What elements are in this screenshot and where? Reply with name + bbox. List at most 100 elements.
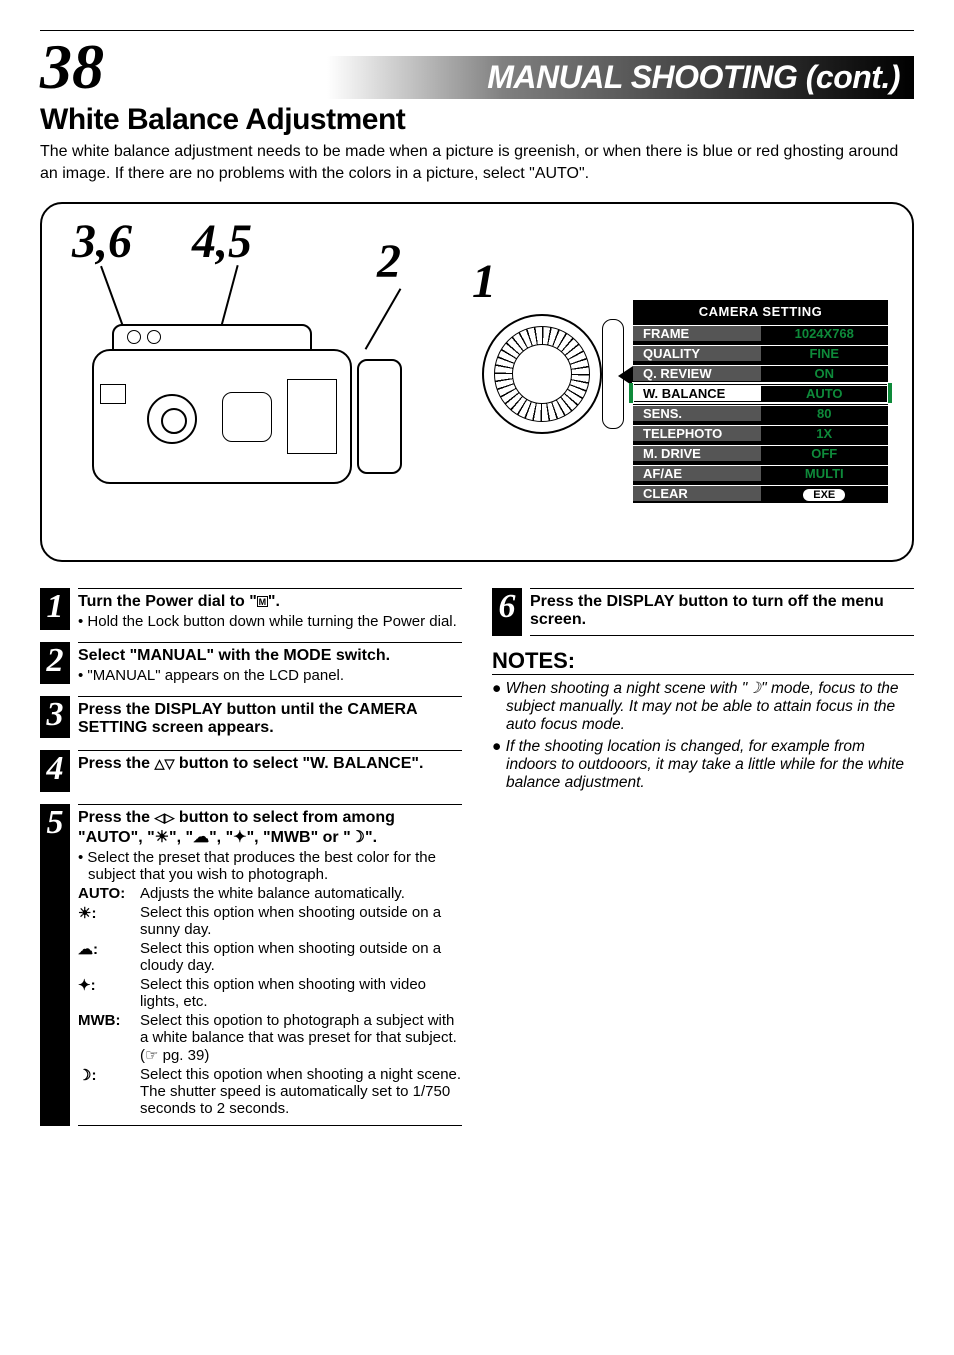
wb-desc: Select this option when shooting outside… <box>140 904 462 938</box>
step-number: 2 <box>40 642 70 684</box>
wb-key: AUTO: <box>78 885 134 902</box>
settings-label: CLEAR <box>633 485 761 501</box>
callout-1: 1 <box>472 254 496 309</box>
callout-4-5: 4,5 <box>192 214 252 269</box>
mode-dial-illustration <box>482 314 602 434</box>
left-column: 1 Turn the Power dial to "M". Hold the Loc… <box>40 588 462 1138</box>
settings-value: EXE <box>761 485 889 501</box>
step-number: 5 <box>40 804 70 1126</box>
callout-3-6: 3,6 <box>72 214 132 269</box>
wb-mode-icon: ☁ <box>193 829 209 846</box>
settings-value: 80 <box>761 405 889 421</box>
step-subtext: "MANUAL" appears on the LCD panel. <box>78 667 462 684</box>
wb-desc: Select this opotion when shooting a nigh… <box>140 1066 462 1117</box>
m-dial-icon: M <box>257 596 268 607</box>
settings-title: CAMERA SETTING <box>633 300 888 323</box>
settings-row: SENS.80 <box>633 403 888 423</box>
settings-label: QUALITY <box>633 345 761 361</box>
settings-row: CLEAREXE <box>633 483 888 503</box>
left-right-triangle-icon: ◁▷ <box>154 810 174 825</box>
step-body: Press the DISPLAY button to turn off the… <box>530 588 914 636</box>
settings-label: M. DRIVE <box>633 445 761 461</box>
step-heading: Press the DISPLAY button until the CAMER… <box>78 701 462 737</box>
wb-key: ☀: <box>78 904 134 938</box>
notes-heading: NOTES: <box>492 648 914 675</box>
callout-2: 2 <box>377 234 401 289</box>
camera-setting-panel: CAMERA SETTING FRAME1024X768QUALITYFINEQ… <box>633 300 888 503</box>
section-title: MANUAL SHOOTING (cont.) <box>327 56 914 99</box>
settings-label: TELEPHOTO <box>633 425 761 441</box>
wb-desc: Select this option when shooting with vi… <box>140 976 462 1010</box>
wb-key: ☽: <box>78 1066 134 1117</box>
step-body: Turn the Power dial to "M". Hold the Lock… <box>78 588 462 630</box>
step-body: Select "MANUAL" with the MODE switch. "MA… <box>78 642 462 684</box>
intro-text: The white balance adjustment needs to be… <box>40 141 914 184</box>
wb-option: ☁:Select this option when shooting outsi… <box>78 940 462 974</box>
page-number: 38 <box>40 35 104 99</box>
settings-value: 1X <box>761 425 889 441</box>
up-down-triangle-icon: △▽ <box>154 756 174 771</box>
step: 1 Turn the Power dial to "M". Hold the Loc… <box>40 588 462 630</box>
step-heading: Select "MANUAL" with the MODE switch. <box>78 647 462 665</box>
step-heading: Press the DISPLAY button to turn off the… <box>530 593 914 629</box>
note-item: When shooting a night scene with "☽" mod… <box>492 679 914 734</box>
wb-option: ☀:Select this option when shooting outsi… <box>78 904 462 938</box>
settings-value: ON <box>761 365 889 381</box>
wb-mode-icon: ✦ <box>233 829 246 846</box>
settings-label: W. BALANCE <box>633 385 761 401</box>
step-number: 4 <box>40 750 70 792</box>
wb-mode-icon: ☽ <box>351 829 365 846</box>
note-item: If the shooting location is changed, for… <box>492 738 914 792</box>
settings-row: W. BALANCEAUTO <box>633 383 888 403</box>
step-number: 3 <box>40 696 70 738</box>
step-heading: Press the ◁▷ button to select from among… <box>78 809 462 847</box>
settings-value: MULTI <box>761 465 889 481</box>
step: 6Press the DISPLAY button to turn off th… <box>492 588 914 636</box>
step-heading: Turn the Power dial to "M". <box>78 593 462 611</box>
step: 2 Select "MANUAL" with the MODE switch. "M… <box>40 642 462 684</box>
right-column: 6Press the DISPLAY button to turn off th… <box>492 588 914 1138</box>
settings-value: FINE <box>761 345 889 361</box>
wb-key: ✦: <box>78 976 134 1010</box>
settings-label: FRAME <box>633 325 761 341</box>
wb-mode-icon: ☀ <box>155 829 169 846</box>
step-number: 6 <box>492 588 522 636</box>
step-body: Press the DISPLAY button until the CAMER… <box>78 696 462 738</box>
settings-row: AF/AEMULTI <box>633 463 888 483</box>
wb-options-list: AUTO: Adjusts the white balance automatic… <box>78 885 462 1117</box>
settings-value: OFF <box>761 445 889 461</box>
step: 5Press the ◁▷ button to select from amon… <box>40 804 462 1126</box>
wb-key: ☁: <box>78 940 134 974</box>
settings-row: QUALITYFINE <box>633 343 888 363</box>
wb-option: ✦:Select this option when shooting with … <box>78 976 462 1010</box>
wb-desc: Select this option when shooting outside… <box>140 940 462 974</box>
wb-option: AUTO: Adjusts the white balance automatic… <box>78 885 462 902</box>
step-body: Press the ◁▷ button to select from among… <box>78 804 462 1126</box>
settings-label: Q. REVIEW <box>633 365 761 381</box>
step-subtext: Select the preset that produces the best… <box>78 849 462 883</box>
step-subtext: Hold the Lock button down while turning … <box>78 613 462 630</box>
step: 4 Press the △▽ button to select "W. BALAN… <box>40 750 462 792</box>
settings-row: M. DRIVEOFF <box>633 443 888 463</box>
wb-option: ☽:Select this opotion when shooting a ni… <box>78 1066 462 1117</box>
settings-row: Q. REVIEWON <box>633 363 888 383</box>
wb-option: MWB:Select this opotion to photograph a … <box>78 1012 462 1064</box>
wb-desc: Adjusts the white balance automatically. <box>140 885 462 902</box>
settings-label: AF/AE <box>633 465 761 481</box>
step-body: Press the △▽ button to select "W. BALANC… <box>78 750 462 792</box>
page-subtitle: White Balance Adjustment <box>40 103 914 137</box>
wb-mode-icon: MWB <box>271 829 311 846</box>
settings-label: SENS. <box>633 405 761 421</box>
step-heading: Press the △▽ button to select "W. BALANC… <box>78 755 462 773</box>
wb-desc: Select this opotion to photograph a subj… <box>140 1012 462 1064</box>
settings-row: TELEPHOTO1X <box>633 423 888 443</box>
diagram-box: 3,6 4,5 2 1 CAMERA SETTING FRAME1024X768… <box>40 202 914 562</box>
wb-key: MWB: <box>78 1012 134 1064</box>
step-number: 1 <box>40 588 70 630</box>
leader-line <box>100 266 126 332</box>
settings-value: 1024X768 <box>761 325 889 341</box>
settings-value: AUTO <box>761 385 889 401</box>
settings-row: FRAME1024X768 <box>633 323 888 343</box>
camera-illustration <box>92 324 382 494</box>
step: 3Press the DISPLAY button until the CAME… <box>40 696 462 738</box>
